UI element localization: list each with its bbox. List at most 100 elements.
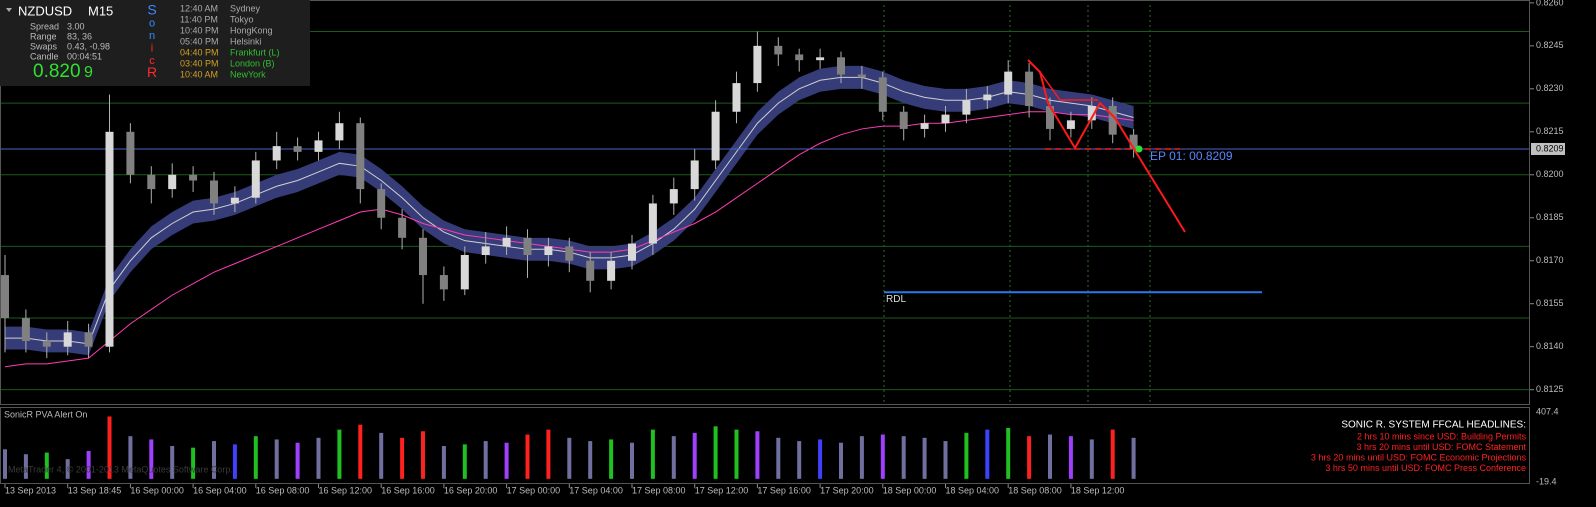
- headline: 3 hrs 20 mins until USD: FOMC Statement: [1356, 442, 1526, 452]
- session-time: 11:40 PM: [180, 14, 218, 24]
- candle-body: [899, 111, 908, 129]
- x-tick-label: 18 Sep 12:00: [1071, 485, 1125, 495]
- last-price-label: 0.8209: [1536, 143, 1564, 153]
- session-lines: [883, 5, 1151, 404]
- volume-bar: [609, 439, 614, 479]
- y-tick-label: 0.8215: [1536, 126, 1564, 136]
- headline-title: SONIC R. SYSTEM FFCAL HEADLINES:: [1341, 420, 1526, 431]
- info-value: 0.43, -0.98: [67, 41, 110, 51]
- candle-body: [293, 146, 302, 152]
- watermark: MetaTrader 4, © 2001-2013 MetaQuotes Sof…: [8, 464, 233, 474]
- volume-bar: [379, 432, 384, 479]
- candle-body: [544, 246, 553, 256]
- candle-body: [439, 275, 448, 290]
- session-name: HongKong: [230, 25, 273, 35]
- info-key: Range: [30, 31, 57, 41]
- volume-bar: [525, 434, 530, 479]
- volume-bar: [943, 441, 948, 479]
- candle-body: [272, 146, 281, 161]
- panel-arrow: [6, 8, 12, 12]
- candle-body: [878, 77, 887, 112]
- y-tick-label: 0.8140: [1536, 341, 1564, 351]
- volume-bar: [191, 447, 196, 479]
- volume-bar: [1110, 429, 1115, 479]
- volume-bar: [1027, 436, 1032, 479]
- candle-body: [1025, 71, 1034, 107]
- volume-bar: [86, 450, 91, 479]
- candle-body: [607, 260, 616, 281]
- x-tick-label: 17 Sep 04:00: [569, 485, 623, 495]
- volume-bar: [650, 429, 655, 479]
- volume-bar: [797, 441, 802, 479]
- entry-label: EP 01: 00.8209: [1150, 149, 1233, 163]
- candle-body: [941, 114, 950, 124]
- x-tick-label: 16 Sep 16:00: [381, 485, 435, 495]
- sonic-letter: S: [147, 2, 156, 18]
- info-key: Candle: [30, 51, 59, 61]
- volume-bar: [839, 442, 843, 479]
- headline: 3 hrs 20 mins until USD: FOMC Economic P…: [1311, 452, 1527, 462]
- session-time: 12:40 AM: [180, 3, 218, 13]
- volume-bar: [44, 452, 49, 479]
- trend-lines: [1039, 71, 1098, 101]
- timeframe: M15: [88, 3, 113, 18]
- candle-body: [920, 123, 929, 129]
- x-tick-label: 16 Sep 12:00: [319, 485, 373, 495]
- volume-bar: [3, 449, 7, 479]
- headline: 3 hrs 50 mins until USD: FOMC Press Conf…: [1325, 463, 1526, 473]
- volume-bar: [964, 432, 969, 479]
- volume-bar: [755, 431, 760, 479]
- volume-bar: [1131, 437, 1136, 479]
- volume-bar: [274, 439, 279, 479]
- volume-bar: [212, 441, 216, 479]
- rdl-label: RDL: [886, 294, 906, 305]
- headline: 2 hrs 10 mins since USD: Building Permit…: [1357, 431, 1527, 441]
- volume-bar: [588, 441, 593, 479]
- last-price-box: [1531, 142, 1565, 155]
- volume-bar: [107, 416, 112, 479]
- candle-body: [857, 74, 866, 78]
- y-tick-label: 0.8245: [1536, 40, 1564, 50]
- candle-body: [335, 123, 344, 141]
- sonic-letter: o: [149, 17, 155, 29]
- x-tick-label: 17 Sep 00:00: [507, 485, 561, 495]
- candle-body: [251, 160, 260, 198]
- volume-bar: [400, 437, 405, 479]
- y-tick-label: 0.8200: [1536, 169, 1564, 179]
- candle-body: [481, 246, 490, 256]
- x-tick-label: 13 Sep 18:45: [68, 485, 122, 495]
- candle-body: [837, 57, 845, 75]
- volume-bar: [567, 437, 572, 479]
- candle-body: [1129, 134, 1138, 149]
- x-tick-label: 16 Sep 00:00: [130, 485, 184, 495]
- candle-body: [565, 246, 574, 261]
- candle-body: [210, 180, 218, 204]
- candle-body: [586, 260, 595, 281]
- candle-body: [377, 189, 386, 218]
- candle-body: [168, 174, 177, 190]
- session-time: 05:40 PM: [180, 36, 219, 46]
- dragon-band: [5, 65, 1134, 356]
- volume-bar: [483, 441, 488, 479]
- volume-label: SonicR PVA Alert On: [4, 409, 87, 419]
- candle-body: [1087, 106, 1096, 121]
- volume-bar: [630, 442, 634, 479]
- volume-bar: [818, 439, 823, 479]
- volume-bar: [504, 442, 509, 479]
- candle-body: [690, 160, 699, 190]
- info-key: Swaps: [30, 41, 58, 51]
- volume-bar: [462, 444, 467, 479]
- candle-body: [126, 131, 135, 175]
- session-name: Tokyo: [230, 14, 254, 24]
- y-tick-label: 0.8260: [1536, 0, 1564, 7]
- info-rows: Spread 3.00 Range 83, 36 Swaps 0.43, -0.98 Can…: [30, 2, 280, 81]
- info-value: 3.00: [67, 21, 85, 31]
- volume-bar: [170, 446, 175, 479]
- volume-bar: [337, 429, 342, 479]
- candle-body: [1, 275, 9, 319]
- candle-body: [63, 332, 72, 347]
- candle-body: [105, 131, 114, 347]
- candle-body: [816, 57, 825, 61]
